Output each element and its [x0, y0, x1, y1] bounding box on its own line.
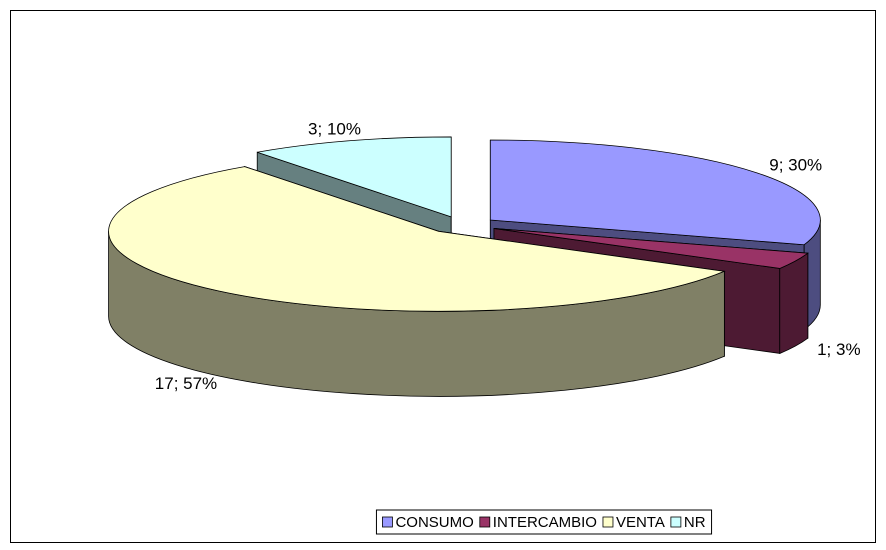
- legend-label: INTERCAMBIO: [493, 514, 597, 531]
- data-label: 3; 10%: [308, 119, 361, 138]
- legend-label: VENTA: [616, 514, 665, 531]
- pie-slice: [257, 136, 452, 218]
- legend-swatch: [479, 516, 491, 528]
- legend-label: NR: [684, 514, 706, 531]
- legend-swatch: [602, 516, 614, 528]
- legend-box: [375, 509, 713, 535]
- pie-slice: [108, 166, 726, 312]
- data-label: 9; 30%: [769, 156, 822, 175]
- legend-swatch: [670, 516, 682, 528]
- data-label: 17; 57%: [155, 374, 217, 393]
- slice-side: [779, 252, 809, 355]
- legend-label: CONSUMO: [395, 514, 473, 531]
- legend: CONSUMO INTERCAMBIO VENTA NR: [375, 509, 713, 535]
- pie-slice: [489, 139, 821, 246]
- legend-swatch: [382, 516, 393, 528]
- data-label: 1; 3%: [817, 340, 860, 359]
- pie-slice: [493, 228, 809, 269]
